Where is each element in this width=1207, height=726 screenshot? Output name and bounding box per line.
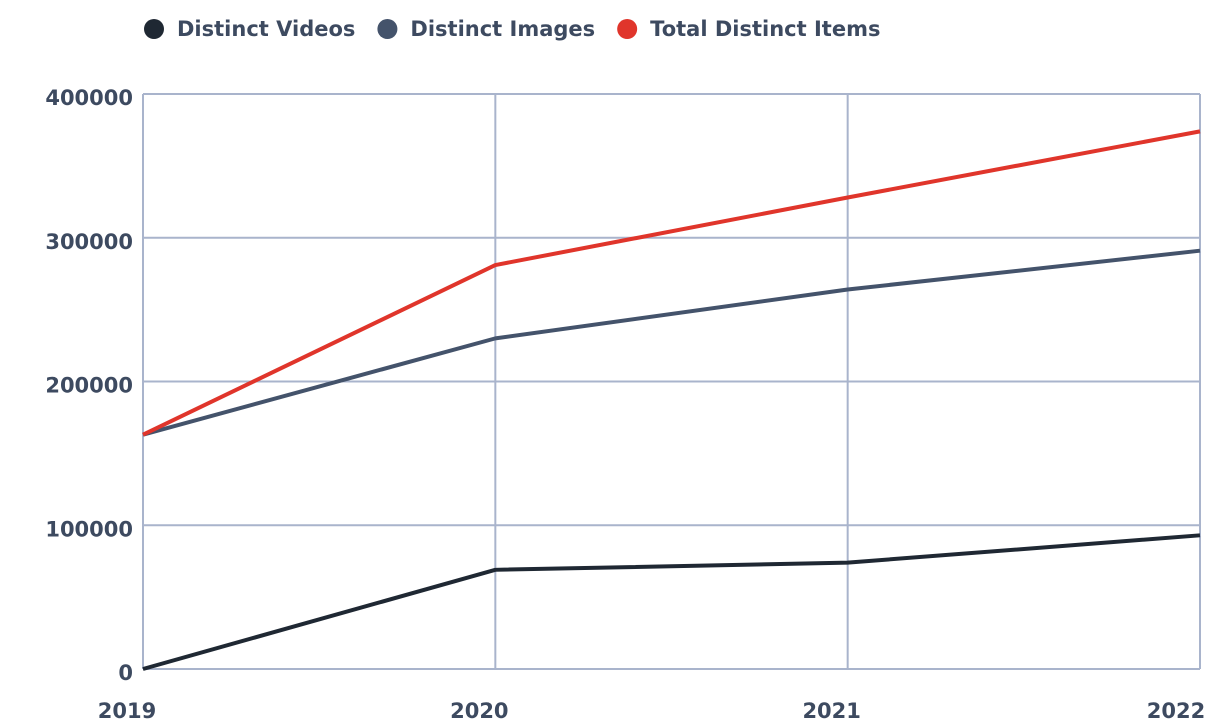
- line-series: [142, 248, 1201, 437]
- x-tick-label: 2021: [802, 699, 860, 723]
- line-series: [142, 129, 1201, 437]
- y-tick-label: 300000: [45, 230, 133, 254]
- legend-marker: [377, 19, 398, 39]
- y-tick-label: 0: [118, 661, 133, 685]
- legend-marker: [144, 19, 164, 39]
- legend-label: Total Distinct Items: [650, 17, 880, 41]
- legend-marker: [617, 19, 638, 39]
- legend-label: Distinct Images: [410, 17, 595, 41]
- x-tick-label: 2020: [450, 699, 508, 723]
- line-series: [142, 533, 1201, 671]
- legend-label: Distinct Videos: [177, 17, 355, 41]
- y-tick-label: 400000: [45, 86, 133, 110]
- y-tick-label: 100000: [45, 517, 133, 541]
- x-tick-label: 2019: [98, 699, 156, 723]
- y-tick-label: 200000: [45, 374, 133, 398]
- x-tick-label: 2022: [1147, 699, 1205, 723]
